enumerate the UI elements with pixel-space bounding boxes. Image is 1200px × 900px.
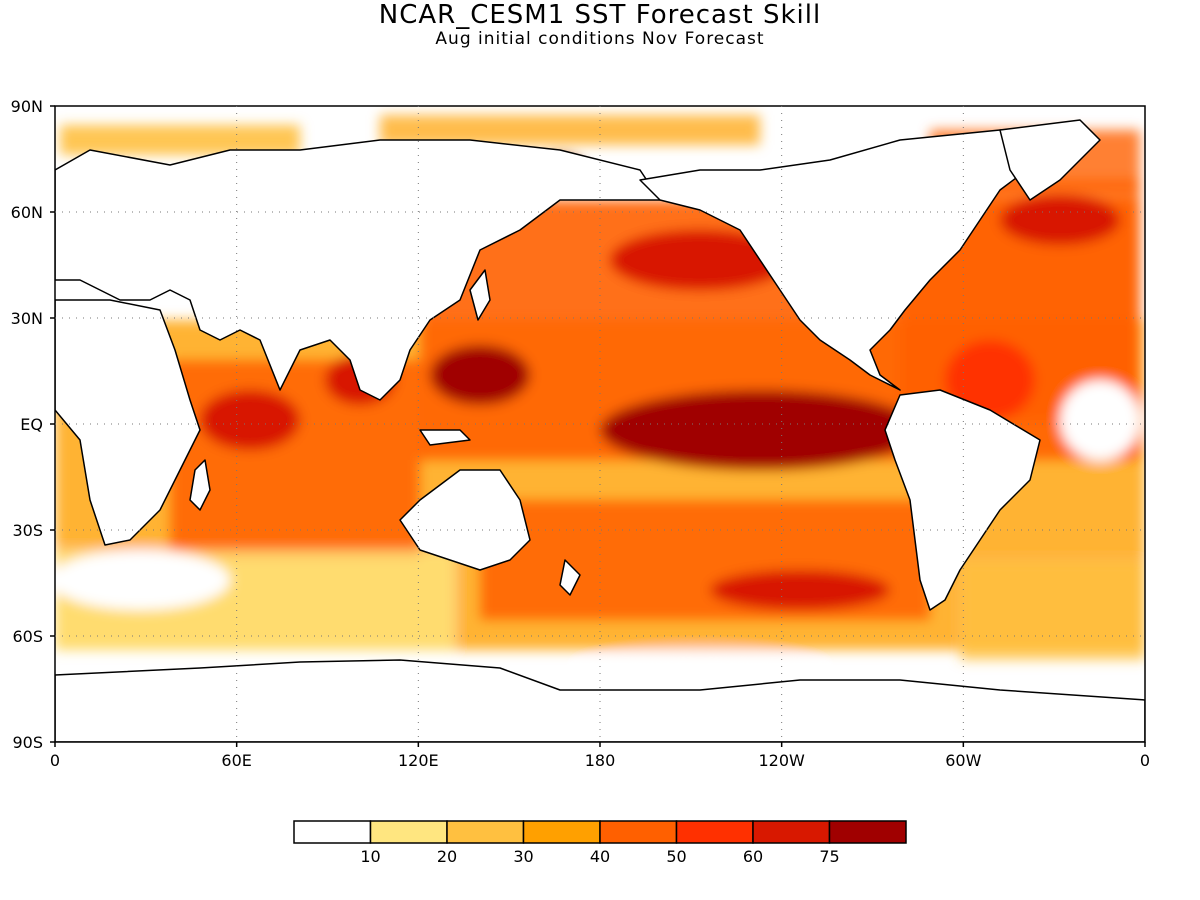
- lon-label: 60W: [945, 751, 981, 770]
- gridlines: [55, 106, 1145, 742]
- map-title: NCAR_CESM1 SST Forecast Skill: [378, 0, 822, 30]
- map-subtitle: Aug initial conditions Nov Forecast: [435, 29, 765, 49]
- colorbar-swatch: [828, 820, 907, 844]
- lon-label: 120W: [758, 751, 805, 770]
- lat-label: 30N: [11, 309, 43, 328]
- lat-label: 30S: [12, 521, 43, 540]
- longitude-labels: 0 60E 120E 180 120W 60W 0: [50, 742, 1150, 770]
- colorbar-label: 10: [360, 847, 380, 866]
- lat-label: 90S: [12, 733, 43, 752]
- colorbar-label: 60: [743, 847, 763, 866]
- lat-label: 60S: [12, 627, 43, 646]
- colorbar-swatch: [369, 820, 448, 844]
- lon-label: 0: [1140, 751, 1150, 770]
- colorbar-swatch: [599, 820, 678, 844]
- lon-label: 120E: [398, 751, 439, 770]
- colorbar-label: 40: [590, 847, 610, 866]
- colorbar-label: 30: [513, 847, 533, 866]
- colorbar: 10 20 30 40 50 60 75: [293, 820, 907, 866]
- continents: [55, 119, 1145, 742]
- lat-label: 90N: [11, 97, 43, 116]
- lon-label: 0: [50, 751, 60, 770]
- lat-label: EQ: [20, 415, 43, 434]
- colorbar-label: 20: [437, 847, 457, 866]
- colorbar-swatch: [675, 820, 754, 844]
- lat-label: 60N: [11, 203, 43, 222]
- lon-label: 180: [585, 751, 616, 770]
- colorbar-swatch: [522, 820, 601, 844]
- colorbar-swatch: [293, 820, 372, 844]
- colorbar-swatch: [752, 820, 831, 844]
- colorbar-swatch: [446, 820, 525, 844]
- skill-field: [55, 115, 1145, 742]
- latitude-labels: 90N 60N 30N EQ 30S 60S 90S: [11, 97, 55, 752]
- colorbar-label: 75: [819, 847, 839, 866]
- lon-label: 60E: [221, 751, 251, 770]
- colorbar-label: 50: [666, 847, 686, 866]
